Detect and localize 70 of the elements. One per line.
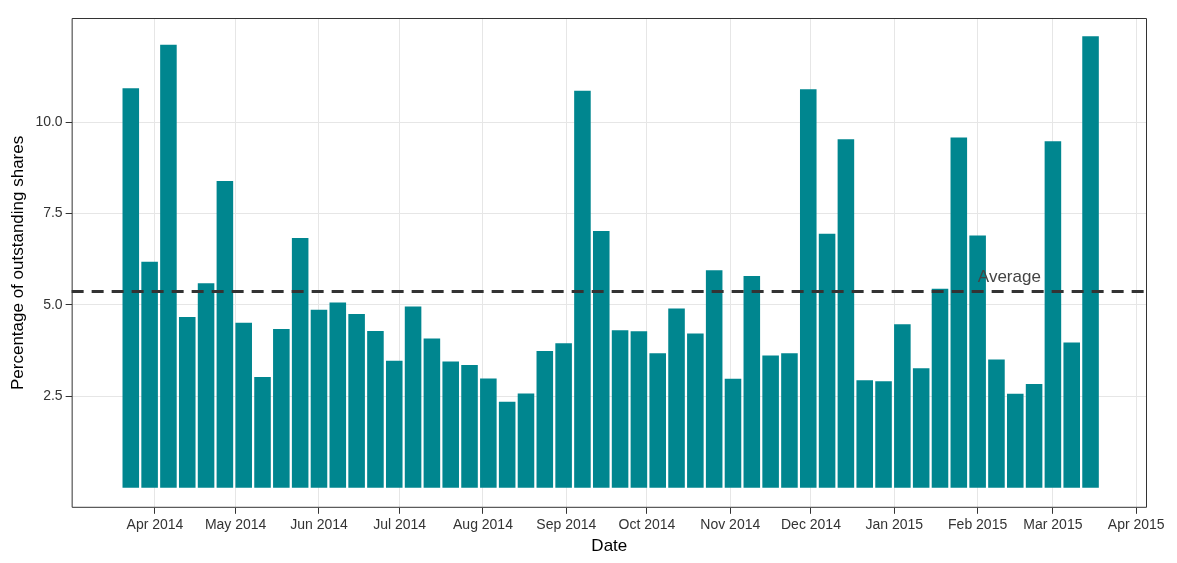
bar	[649, 353, 666, 488]
bar	[197, 283, 215, 488]
bar	[1044, 141, 1062, 488]
bar	[743, 276, 761, 488]
x-tick-label: Mar 2015	[1023, 516, 1083, 533]
x-tick-label: Jan 2015	[865, 516, 924, 533]
y-tick-label: 7.5	[43, 204, 63, 221]
y-tick-label: 5.0	[43, 295, 63, 312]
bar	[574, 90, 591, 488]
bar	[310, 309, 328, 488]
y-tick-label: 10.0	[35, 113, 63, 130]
bar	[687, 333, 704, 488]
bar	[1082, 36, 1099, 488]
x-tick-label: Feb 2015	[948, 516, 1008, 533]
x-tick-label: Sep 2014	[536, 516, 597, 533]
bar	[762, 355, 779, 488]
x-tick-label: Apr 2015	[1107, 516, 1165, 533]
bar	[592, 231, 610, 488]
bar	[141, 261, 158, 488]
bar	[988, 359, 1005, 488]
bar	[611, 330, 629, 488]
bar	[216, 181, 234, 488]
x-tick-label: Jul 2014	[373, 516, 427, 533]
bar	[931, 288, 949, 488]
y-axis-title: Percentage of outstanding shares	[7, 135, 27, 391]
x-tick-label: Oct 2014	[618, 516, 676, 533]
bar	[705, 270, 723, 488]
bar	[160, 44, 177, 488]
bar	[536, 350, 554, 488]
x-tick-label: Apr 2014	[126, 516, 184, 533]
y-tick-label: 2.5	[43, 387, 63, 404]
bar	[1025, 383, 1043, 488]
bar	[668, 308, 685, 488]
bar	[837, 139, 855, 488]
x-tick-label: Dec 2014	[780, 516, 842, 533]
bar	[367, 330, 384, 488]
bar	[912, 368, 930, 488]
bar	[385, 360, 403, 488]
bar	[329, 302, 347, 488]
bar	[781, 353, 798, 488]
x-tick-label: Nov 2014	[700, 516, 761, 533]
bar	[799, 89, 817, 488]
x-tick-label: Aug 2014	[452, 516, 514, 533]
bar	[555, 343, 572, 488]
bar	[856, 380, 873, 488]
bar	[498, 401, 516, 488]
bar	[235, 322, 252, 488]
bar	[950, 137, 968, 488]
bar	[254, 376, 271, 488]
x-axis-title: Date	[591, 536, 628, 556]
bar	[894, 324, 911, 488]
bar	[348, 314, 365, 488]
bar	[178, 317, 196, 488]
bar	[1063, 342, 1081, 488]
bar	[724, 378, 742, 488]
bar	[461, 364, 478, 488]
bar	[273, 329, 290, 488]
bar	[630, 331, 648, 488]
bar	[517, 393, 535, 488]
bar	[404, 306, 422, 488]
bar	[423, 338, 441, 488]
bar	[818, 233, 836, 488]
x-tick-label: Jun 2014	[290, 516, 348, 533]
bar	[875, 381, 892, 488]
bar	[480, 378, 497, 488]
bar	[122, 88, 140, 488]
x-tick-label: May 2014	[204, 516, 267, 533]
bar	[291, 238, 309, 488]
bar	[442, 361, 459, 488]
bar	[1006, 393, 1024, 488]
